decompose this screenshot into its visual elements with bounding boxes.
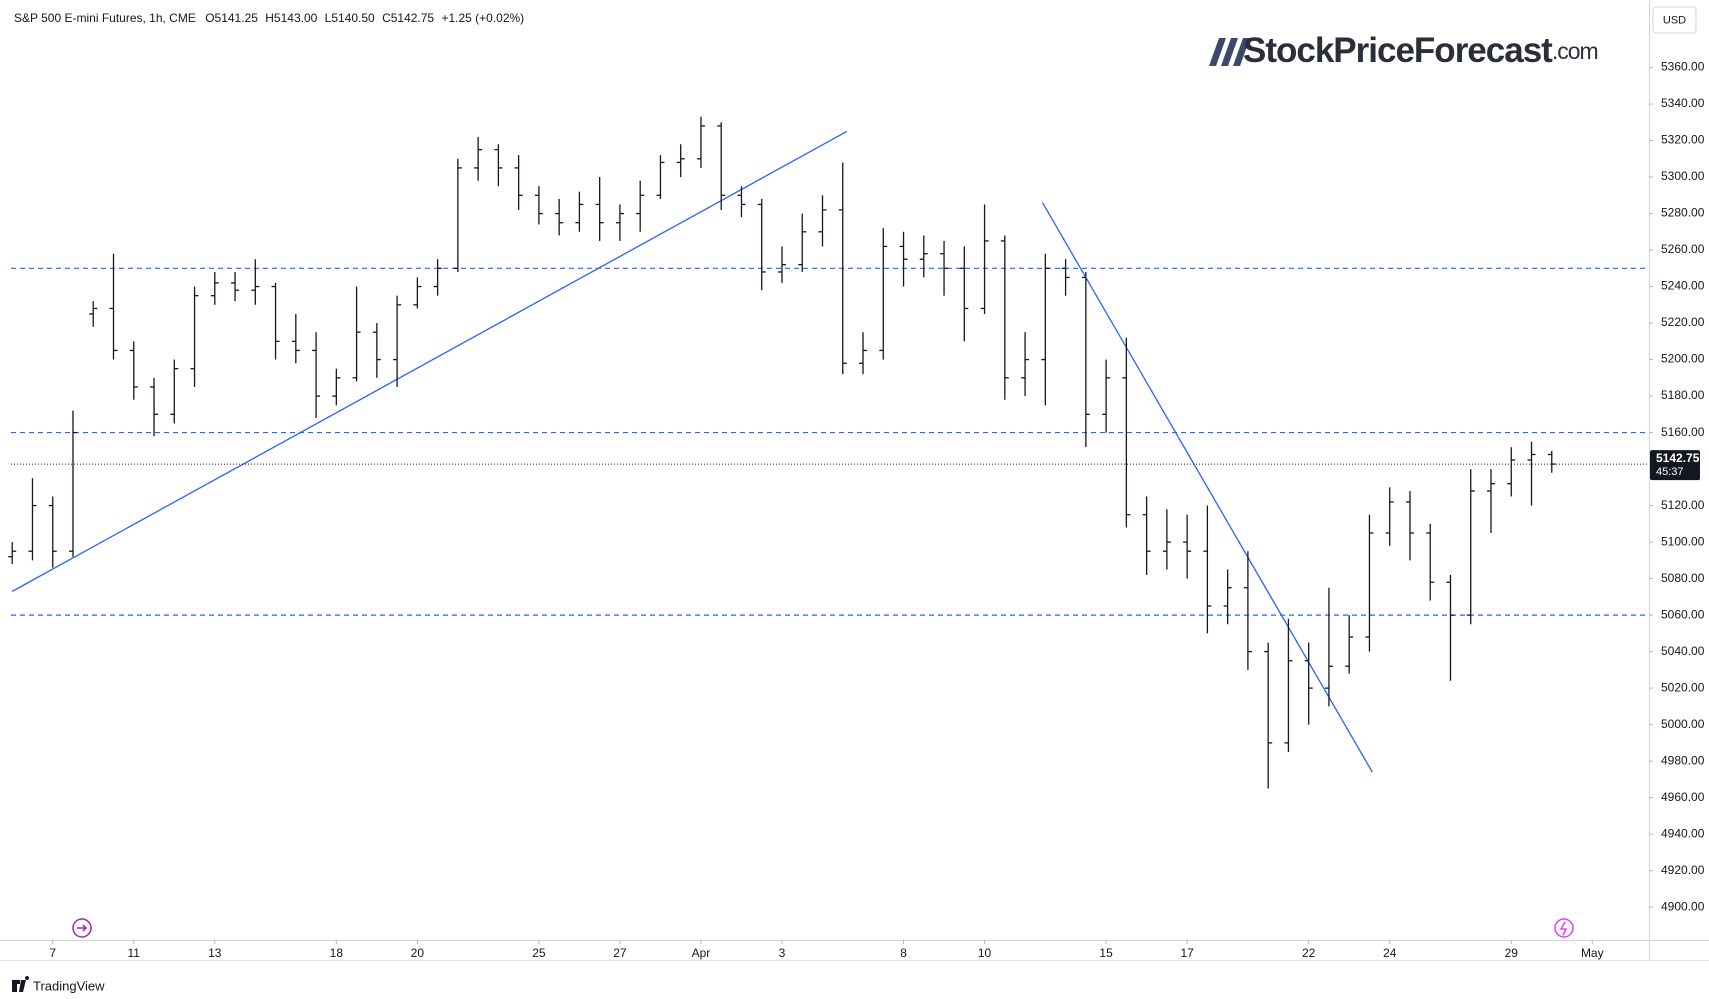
logo-slash — [1221, 38, 1238, 66]
event-arrow — [77, 924, 88, 932]
y-tick-label: 5160.00 — [1661, 425, 1705, 439]
legend: S&P 500 E-mini Futures, 1h, CME O5141.25… — [14, 11, 524, 25]
watermark-text: StockPriceForecast.com — [1243, 31, 1598, 70]
y-tick-label: 4940.00 — [1661, 826, 1705, 840]
y-tick-label: 5260.00 — [1661, 242, 1705, 256]
logo-slash — [1233, 38, 1250, 66]
x-tick-label: Apr — [692, 946, 711, 960]
x-tick-label: 18 — [330, 946, 344, 960]
countdown: 45:37 — [1656, 466, 1684, 478]
y-tick-label: 4900.00 — [1661, 899, 1705, 913]
y-tick-label: 5100.00 — [1661, 534, 1705, 548]
ohlc-low: L5140.50 — [325, 11, 375, 25]
x-tick-label: 10 — [978, 946, 992, 960]
y-tick-label: 5080.00 — [1661, 571, 1705, 585]
y-tick-label: 5280.00 — [1661, 206, 1705, 220]
y-tick-label: 5060.00 — [1661, 607, 1705, 621]
y-tick-label: 5300.00 — [1661, 169, 1705, 183]
x-tick-label: 3 — [779, 946, 786, 960]
trend-line — [11, 130, 848, 592]
currency-box[interactable] — [1652, 6, 1697, 34]
watermark-name: StockPriceForecast — [1243, 31, 1553, 70]
watermark-suffix: .com — [1552, 38, 1598, 64]
ohlc-high: H5143.00 — [265, 11, 317, 25]
x-tick-label: 29 — [1505, 946, 1519, 960]
y-tick-label: 4920.00 — [1661, 863, 1705, 877]
brand-icon — [12, 976, 30, 992]
y-tick-label: 5220.00 — [1661, 315, 1705, 329]
y-tick-label: 5180.00 — [1661, 388, 1705, 402]
x-tick-label: 15 — [1099, 946, 1113, 960]
y-tick-label: 5320.00 — [1661, 133, 1705, 147]
x-tick-label: 24 — [1383, 946, 1397, 960]
event-circle — [1554, 918, 1574, 938]
event-bolt — [1559, 921, 1568, 936]
trend-line — [1041, 202, 1373, 773]
event-icon[interactable] — [1554, 918, 1574, 938]
x-tick-label: 11 — [128, 946, 141, 960]
y-tick-label: 5360.00 — [1661, 60, 1705, 74]
y-tick-label: 5120.00 — [1661, 498, 1705, 512]
x-tick-label: 22 — [1302, 946, 1316, 960]
y-tick-label: 4980.00 — [1661, 753, 1705, 767]
x-tick-label: 8 — [900, 946, 907, 960]
change: +1.25 (+0.02%) — [441, 11, 524, 25]
symbol-title: S&P 500 E-mini Futures, 1h, CME — [14, 11, 196, 25]
y-tick-label: 4960.00 — [1661, 790, 1705, 804]
ohlc-close: C5142.75 — [382, 11, 434, 25]
x-tick-label: 25 — [532, 946, 546, 960]
y-tick-label: 5340.00 — [1661, 96, 1705, 110]
brand: TradingView — [12, 976, 105, 993]
x-tick-label: 27 — [613, 946, 627, 960]
x-tick-label: 20 — [411, 946, 425, 960]
y-tick-label: 5000.00 — [1661, 717, 1705, 731]
y-tick-label: 5240.00 — [1661, 279, 1705, 293]
watermark-logo: StockPriceForecast.com — [1209, 31, 1599, 70]
currency: USD — [1663, 14, 1686, 26]
ohlc-open: O5141.25 — [205, 11, 258, 25]
last-price-box — [1650, 450, 1700, 481]
brand-name: TradingView — [33, 978, 105, 993]
logo-slash — [1209, 38, 1226, 66]
x-tick-label: May — [1581, 946, 1604, 960]
y-tick-label: 5040.00 — [1661, 644, 1705, 658]
bars — [8, 116, 1556, 789]
x-tick-label: 7 — [49, 946, 56, 960]
x-tick-label: 13 — [208, 946, 222, 960]
x-tick-label: 17 — [1180, 946, 1194, 960]
y-tick-label: 5020.00 — [1661, 680, 1705, 694]
event-icon[interactable] — [72, 918, 92, 938]
last-price-label: 5142.75 — [1656, 451, 1700, 465]
y-tick-label: 5200.00 — [1661, 352, 1705, 366]
